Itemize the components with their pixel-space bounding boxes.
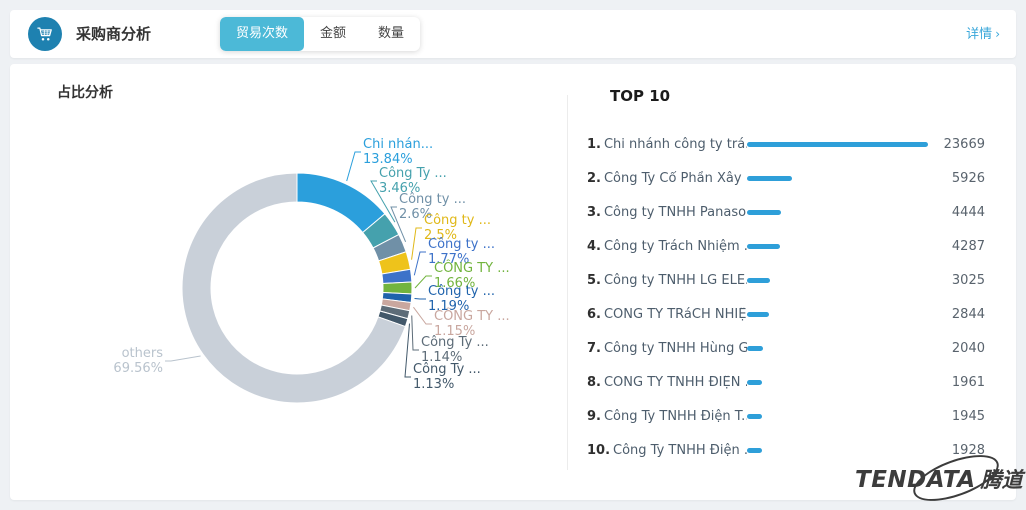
detail-link-label: 详情 (966, 27, 992, 42)
trade-count-value: 4287 (932, 239, 985, 254)
bar-track (747, 380, 932, 385)
rank-number: 9. (587, 409, 601, 424)
rank-number: 2. (587, 171, 601, 186)
top10-row: 3.Công ty TNHH Panaso... 4444 (587, 195, 985, 229)
bar-track (747, 176, 932, 181)
slice-label-name: Công ty ... (424, 213, 491, 228)
rank-number: 3. (587, 205, 601, 220)
leader-line (412, 315, 419, 350)
rank-number: 7. (587, 341, 601, 356)
rank-number: 8. (587, 375, 601, 390)
bar-track (747, 244, 932, 249)
trade-count-bar (747, 142, 928, 147)
company-name[interactable]: 4.Công ty Trách Nhiệm ... (587, 239, 747, 254)
bar-track (747, 414, 932, 419)
analysis-card: Chi nhán...13.84%Công Ty ...3.46%Công ty… (10, 64, 1016, 500)
trade-count-bar (747, 414, 762, 419)
purchaser-module-icon (28, 17, 62, 51)
top10-row: 1.Chi nhánh công ty trá... 23669 (587, 127, 985, 161)
bar-track (747, 210, 932, 215)
trade-count-bar (747, 176, 792, 181)
slice-label-name: Công ty ... (428, 284, 495, 299)
top10-row: 7.Công ty TNHH Hùng Gia 2040 (587, 331, 985, 365)
company-name[interactable]: 5.Công ty TNHH LG ELE... (587, 273, 747, 288)
trade-count-value: 2040 (932, 341, 985, 356)
trade-count-value: 23669 (932, 137, 985, 152)
slice-label-name: Chi nhán... (363, 137, 433, 152)
detail-link[interactable]: 详情› (966, 10, 1000, 58)
logo-cn-text: 腾道 (981, 468, 1023, 492)
panel-divider (567, 95, 568, 470)
slice-label-name: Công ty ... (399, 192, 466, 207)
rank-number: 10. (587, 443, 610, 458)
rank-number: 5. (587, 273, 601, 288)
share-analysis-title: 占比分析 (57, 82, 113, 102)
chevron-right-icon: › (995, 27, 1000, 41)
trade-count-value: 1961 (932, 375, 985, 390)
trade-count-value: 5926 (932, 171, 985, 186)
bar-track (747, 142, 932, 147)
logo-brand-text: TENDATA (855, 467, 976, 493)
leader-line (405, 324, 411, 377)
tab-trade-count[interactable]: 贸易次数 (220, 17, 304, 51)
leader-line (414, 252, 426, 275)
top10-row: 4.Công ty Trách Nhiệm ... 4287 (587, 229, 985, 263)
rank-number: 4. (587, 239, 601, 254)
slice-label-percent: 13.84% (363, 152, 413, 167)
slice-label-percent: 1.13% (413, 377, 454, 392)
company-name[interactable]: 9.Công Ty TNHH Điện T... (587, 409, 747, 424)
rank-number: 6. (587, 307, 601, 322)
bar-track (747, 346, 932, 351)
trade-count-value: 2844 (932, 307, 985, 322)
metric-tab-group: 贸易次数金额数量 (220, 17, 420, 51)
trade-count-value: 4444 (932, 205, 985, 220)
slice-label-name: Công Ty ... (421, 335, 489, 350)
slice-label-name: Công ty ... (428, 237, 495, 252)
top10-list: 1.Chi nhánh công ty trá... 23669 2.Công Ty… (587, 127, 985, 467)
company-name[interactable]: 10.Công Ty TNHH Điện ... (587, 443, 747, 458)
company-name[interactable]: 8.CÔNG TY TNHH ĐIỆN ... (587, 375, 747, 390)
tab-amount[interactable]: 金额 (304, 17, 362, 51)
shopping-cart-icon (35, 24, 55, 44)
trade-count-bar (747, 448, 762, 453)
donut-slice[interactable] (383, 282, 412, 294)
top10-row: 6.CÔNG TY TRáCH NHIỆ... 2844 (587, 297, 985, 331)
slice-label-percent: 69.56% (113, 361, 163, 376)
company-name[interactable]: 7.Công ty TNHH Hùng Gia (587, 341, 747, 356)
page-title: 采购商分析 (76, 10, 151, 58)
trade-count-bar (747, 210, 781, 215)
top10-row: 8.CÔNG TY TNHH ĐIỆN ... 1961 (587, 365, 985, 399)
slice-label-name: CÔNG TY ... (434, 260, 510, 276)
bar-track (747, 312, 932, 317)
slice-label-name: Công Ty ... (379, 166, 447, 181)
leader-line (412, 228, 422, 260)
slice-label-name: others (122, 346, 164, 361)
leader-line (347, 152, 361, 181)
bar-track (747, 278, 932, 283)
top10-row: 5.Công ty TNHH LG ELE... 3025 (587, 263, 985, 297)
trade-count-bar (747, 244, 780, 249)
trade-count-value: 3025 (932, 273, 985, 288)
top10-row: 2.Công Ty Cổ Phần Xây ... 5926 (587, 161, 985, 195)
trade-count-bar (747, 346, 763, 351)
top10-row: 9.Công Ty TNHH Điện T... 1945 (587, 399, 985, 433)
company-name[interactable]: 2.Công Ty Cổ Phần Xây ... (587, 171, 747, 186)
company-name[interactable]: 6.CÔNG TY TRáCH NHIỆ... (587, 307, 747, 322)
rank-number: 1. (587, 137, 601, 152)
company-name[interactable]: 1.Chi nhánh công ty trá... (587, 137, 747, 152)
trade-count-value: 1945 (932, 409, 985, 424)
bar-track (747, 448, 932, 453)
trade-count-bar (747, 380, 762, 385)
trade-count-bar (747, 312, 769, 317)
module-header-card: 采购商分析 贸易次数金额数量 详情› (10, 10, 1016, 58)
tab-quantity[interactable]: 数量 (362, 17, 420, 51)
slice-label-name: CÔNG TY ... (434, 308, 510, 324)
trade-count-bar (747, 278, 770, 283)
leader-line (165, 356, 201, 361)
top10-title: TOP 10 (610, 87, 670, 105)
slice-label-name: Công Ty ... (413, 362, 481, 377)
company-name[interactable]: 3.Công ty TNHH Panaso... (587, 205, 747, 220)
